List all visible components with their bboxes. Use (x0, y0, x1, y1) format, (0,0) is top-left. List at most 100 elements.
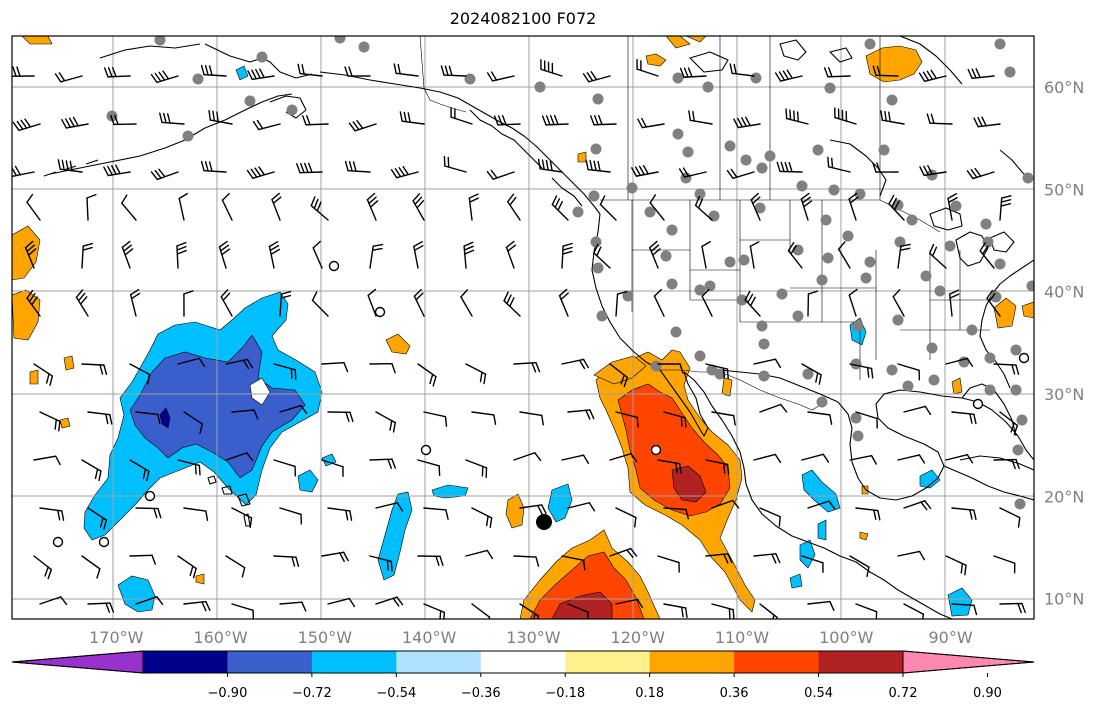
wind-barb (663, 603, 688, 619)
wind-barb (177, 555, 197, 579)
wind-barb (776, 161, 803, 173)
wind-barb (110, 114, 137, 126)
wind-barb (208, 109, 233, 125)
wind-barb (945, 454, 974, 464)
wind-barb (327, 597, 356, 608)
longitude-label: 160°W (193, 628, 248, 647)
wind-barb (375, 596, 404, 607)
wind-barb (279, 507, 303, 525)
wind-barb (271, 192, 282, 221)
station-dot (534, 81, 546, 93)
wind-barb (753, 358, 782, 369)
map-panel (12, 36, 1034, 619)
wind-barb (81, 555, 101, 579)
wind-barb (918, 69, 947, 82)
wind-barb (701, 241, 712, 269)
station-dot (1010, 384, 1022, 396)
wind-barb (636, 58, 659, 77)
wind-barb (366, 192, 379, 221)
wind-barb (800, 192, 813, 221)
wind-barb (465, 459, 488, 479)
latitude-labels: 60°N 50°N 40°N 30°N 20°N 10°N (1044, 78, 1084, 608)
observation-marker (536, 514, 552, 530)
station-dot (758, 370, 770, 382)
wind-barb (252, 119, 281, 131)
map-title: 2024082100 F072 (449, 9, 597, 28)
wind-barb (513, 555, 540, 567)
wind-barb (369, 555, 393, 572)
wind-barb (519, 504, 547, 515)
wind-barb (567, 502, 596, 512)
wind-barb (582, 71, 611, 83)
wind-barb (327, 411, 354, 423)
wind-barb (615, 507, 637, 528)
wind-barb (561, 555, 586, 571)
wind-barb (129, 288, 141, 317)
wind-barb (297, 63, 323, 77)
wind-barbs (12, 58, 1026, 619)
wind-barb (33, 363, 54, 386)
longitude-label: 140°W (402, 628, 457, 647)
wind-barb (231, 409, 259, 420)
latitude-label: 20°N (1044, 487, 1084, 506)
colorbar-segment (818, 651, 904, 673)
station-dot (672, 72, 684, 84)
calm-wind-circle (52, 536, 64, 548)
wind-barb (417, 363, 437, 387)
wind-barb (279, 290, 292, 317)
wind-barb (947, 193, 958, 221)
station-dot (906, 214, 918, 226)
wind-barb (344, 160, 371, 173)
wind-barb (701, 288, 713, 317)
wind-barb (246, 166, 275, 179)
wind-barb (39, 596, 68, 606)
station-dot (708, 210, 720, 222)
wind-barb (663, 507, 690, 520)
wind-barb (440, 65, 467, 77)
station-dot (984, 352, 996, 364)
wind-barb (503, 291, 521, 317)
wind-barb (296, 162, 323, 174)
station-dot (596, 310, 608, 322)
wind-barb (593, 243, 611, 269)
station-dot (724, 140, 736, 152)
latitude-label: 10°N (1044, 590, 1084, 609)
wind-barb (999, 195, 1012, 221)
colorbar-tick-label: 0.36 (720, 686, 749, 701)
wind-barb (892, 289, 905, 317)
wind-barb (12, 118, 41, 132)
wind-barb (653, 288, 665, 317)
wind-barb (81, 242, 94, 269)
wind-barb (177, 459, 201, 476)
colorbar-tick-label: −0.90 (208, 686, 248, 701)
wind-barb (178, 192, 189, 221)
colorbar-segment (143, 651, 228, 673)
wind-barb (585, 159, 611, 173)
station-dot (980, 218, 992, 230)
wind-barb (505, 240, 517, 269)
station-dot (816, 396, 828, 408)
station-dot (666, 278, 678, 290)
station-dot (982, 236, 994, 248)
wind-barb (225, 452, 254, 462)
station-dot (828, 184, 840, 196)
wind-barb (412, 193, 425, 221)
colorbar-extend-high (902, 650, 1035, 674)
station-dot (852, 430, 864, 442)
wind-barb (888, 194, 905, 221)
wind-barb (807, 290, 819, 317)
wind-barb (273, 363, 297, 380)
wind-barb (471, 411, 497, 425)
wind-barb (705, 459, 730, 475)
wind-barb (129, 363, 151, 385)
wind-barb (903, 405, 932, 416)
station-dot (724, 256, 736, 268)
station-dot (1022, 172, 1034, 184)
wind-barb (225, 358, 254, 370)
wind-barb (413, 241, 424, 269)
wind-barb (979, 242, 995, 269)
wind-barb (81, 459, 102, 482)
wind-barb (519, 411, 544, 426)
wind-barb (540, 59, 563, 77)
latitude-label: 50°N (1044, 180, 1084, 199)
